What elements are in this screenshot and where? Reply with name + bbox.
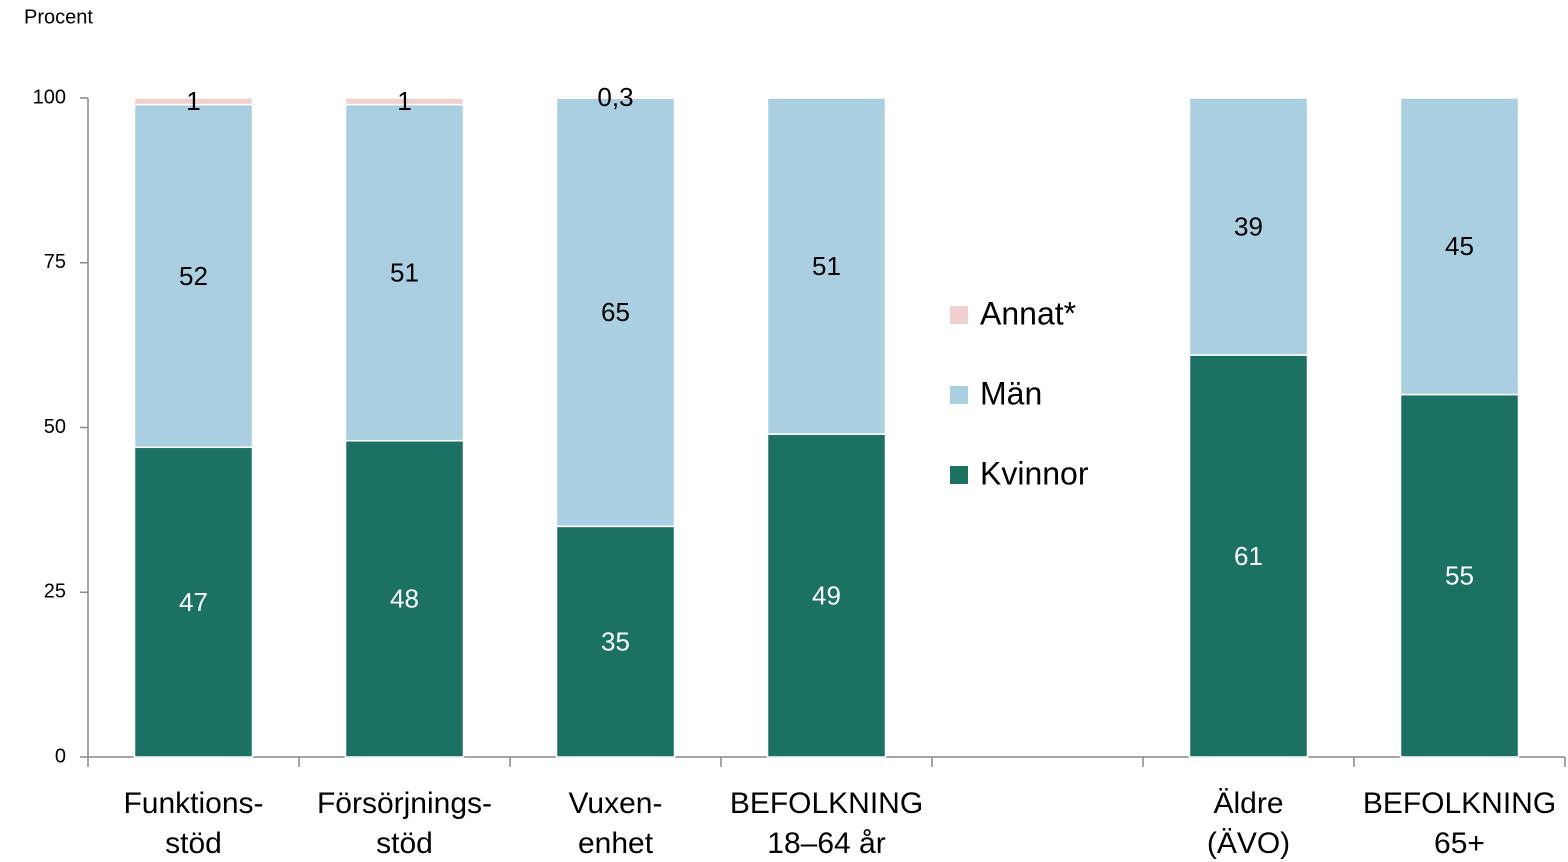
value-label: 0,3 [597,82,633,112]
legend-label: Annat* [980,295,1076,331]
bar-segment [344,97,465,106]
legend-swatch [950,306,968,324]
legend-swatch [950,466,968,484]
x-tick-label: 18–64 år [767,827,885,860]
value-label: 39 [1234,211,1263,241]
bar-segment [1188,354,1309,758]
bar-segment [344,103,465,442]
x-tick-label: stöd [165,827,222,860]
value-label: 51 [390,258,419,288]
bar-segment [344,439,465,758]
bar-segment [555,525,676,758]
value-label: 48 [390,584,419,614]
bar-segment [1399,393,1520,758]
legend-label: Män [980,375,1042,411]
y-tick-label: 25 [44,581,66,603]
legend-label: Kvinnor [980,455,1089,491]
y-tick-label: 75 [44,251,66,273]
bar-segment [1188,97,1309,356]
bar-segment [1399,97,1520,396]
x-tick-label: Äldre [1213,787,1283,820]
value-label: 1 [397,86,411,116]
value-label: 55 [1445,561,1474,591]
x-tick-label: BEFOLKNING [730,787,923,820]
bar-segment [133,97,254,106]
y-axis-label: Procent [24,6,93,28]
x-tick-label: Funktions- [123,787,263,820]
bar-segment [766,97,887,435]
y-tick-label: 100 [33,86,66,108]
value-label: 45 [1445,231,1474,261]
bar-segment [766,433,887,758]
value-label: 65 [601,297,630,327]
x-tick-label: (ÄVO) [1207,827,1290,860]
x-tick-label: Vuxen- [569,787,663,820]
legend-swatch [950,386,968,404]
x-tick-label: stöd [376,827,433,860]
value-label: 47 [179,587,208,617]
x-tick-label: enhet [578,827,654,860]
x-tick-label: BEFOLKNING [1363,787,1556,820]
value-label: 52 [179,261,208,291]
bar-segment [555,95,676,99]
x-tick-label: Försörjnings- [317,787,492,820]
y-tick-label: 0 [55,745,66,767]
x-tick-label: 65+ [1434,827,1485,860]
value-label: 35 [601,627,630,657]
value-label: 49 [812,580,841,610]
bar-segment [555,97,676,528]
value-label: 1 [186,86,200,116]
value-label: 61 [1234,541,1263,571]
value-label: 51 [812,251,841,281]
y-tick-label: 50 [44,416,66,438]
bar-segment [133,446,254,758]
bar-segment [133,103,254,449]
